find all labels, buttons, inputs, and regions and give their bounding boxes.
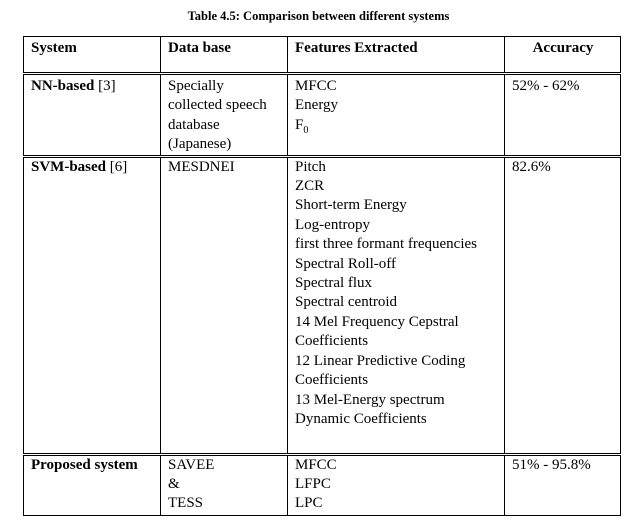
feature-item: 14 Mel Frequency Cepstral Coefficients bbox=[295, 313, 459, 350]
feature-item: F0 bbox=[295, 116, 498, 140]
feature-item: ZCR bbox=[295, 178, 325, 195]
database-entry: SAVEE bbox=[168, 456, 215, 473]
header-features: Features Extracted bbox=[287, 36, 505, 75]
system-cell: NN-based [3] bbox=[23, 73, 161, 158]
accuracy-cell: 51% - 95.8% bbox=[504, 453, 621, 516]
table-row: SVM-based [6] MESDNEI Pitch ZCR Short-te… bbox=[23, 155, 621, 456]
feature-item: Log-entropy bbox=[295, 216, 370, 233]
feature-item: MFCC bbox=[295, 78, 337, 94]
database-entry: MESDNEI bbox=[168, 158, 235, 175]
table-caption: Table 4.5: Comparison between different … bbox=[187, 9, 450, 23]
database-entry: & bbox=[168, 476, 180, 493]
feature-item: 12 Linear Predictive Coding Coefficients bbox=[295, 352, 466, 389]
accuracy-cell: 82.6% bbox=[504, 155, 621, 456]
system-cell: SVM-based [6] bbox=[23, 155, 161, 456]
accuracy-cell: 52% - 62% bbox=[504, 73, 621, 158]
header-database: Data base bbox=[160, 36, 288, 75]
comparison-table: System Data base Features Extracted Accu… bbox=[23, 36, 621, 516]
feature-item: Spectral Roll-off bbox=[295, 255, 396, 272]
feature-item: Spectral centroid bbox=[295, 294, 398, 311]
system-name: NN-based bbox=[31, 78, 95, 94]
system-reference: [6] bbox=[109, 158, 128, 175]
system-name: Proposed system bbox=[31, 456, 138, 473]
database-cell: MESDNEI bbox=[160, 155, 288, 456]
system-cell: Proposed system bbox=[23, 453, 161, 516]
header-system: System bbox=[23, 36, 161, 75]
table-row: Proposed system SAVEE & TESS MFCC LFPC L… bbox=[23, 453, 621, 516]
feature-item: Pitch bbox=[295, 158, 326, 175]
system-name: SVM-based bbox=[31, 158, 107, 175]
header-accuracy: Accuracy bbox=[504, 36, 621, 75]
feature-item: first three formant frequencies bbox=[295, 236, 477, 253]
system-reference: [3] bbox=[98, 78, 116, 94]
feature-item: LFPC bbox=[295, 476, 331, 493]
feature-item: 13 Mel-Energy spectrum Dynamic Coefficie… bbox=[295, 391, 445, 427]
feature-item: LPC bbox=[295, 495, 323, 512]
database-cell: Specially collected speech database (Jap… bbox=[160, 73, 288, 158]
table-header-row: System Data base Features Extracted Accu… bbox=[23, 36, 621, 75]
database-entry: TESS bbox=[168, 495, 204, 512]
features-cell: MFCC LFPC LPC bbox=[287, 453, 505, 516]
feature-item: MFCC bbox=[295, 456, 337, 473]
database-cell: SAVEE & TESS bbox=[160, 453, 288, 516]
features-cell: MFCC Energy F0 bbox=[287, 73, 505, 158]
database-entry: Specially collected speech database (Jap… bbox=[168, 78, 267, 153]
feature-item: Short-term Energy bbox=[295, 197, 407, 214]
feature-subscript: 0 bbox=[303, 124, 309, 136]
table-row: NN-based [3] Specially collected speech … bbox=[23, 73, 621, 158]
feature-item: Energy bbox=[295, 97, 339, 114]
features-cell: Pitch ZCR Short-term Energy Log-entropy … bbox=[287, 155, 505, 456]
feature-item: Spectral flux bbox=[295, 275, 373, 292]
feature-text: F bbox=[295, 116, 304, 133]
